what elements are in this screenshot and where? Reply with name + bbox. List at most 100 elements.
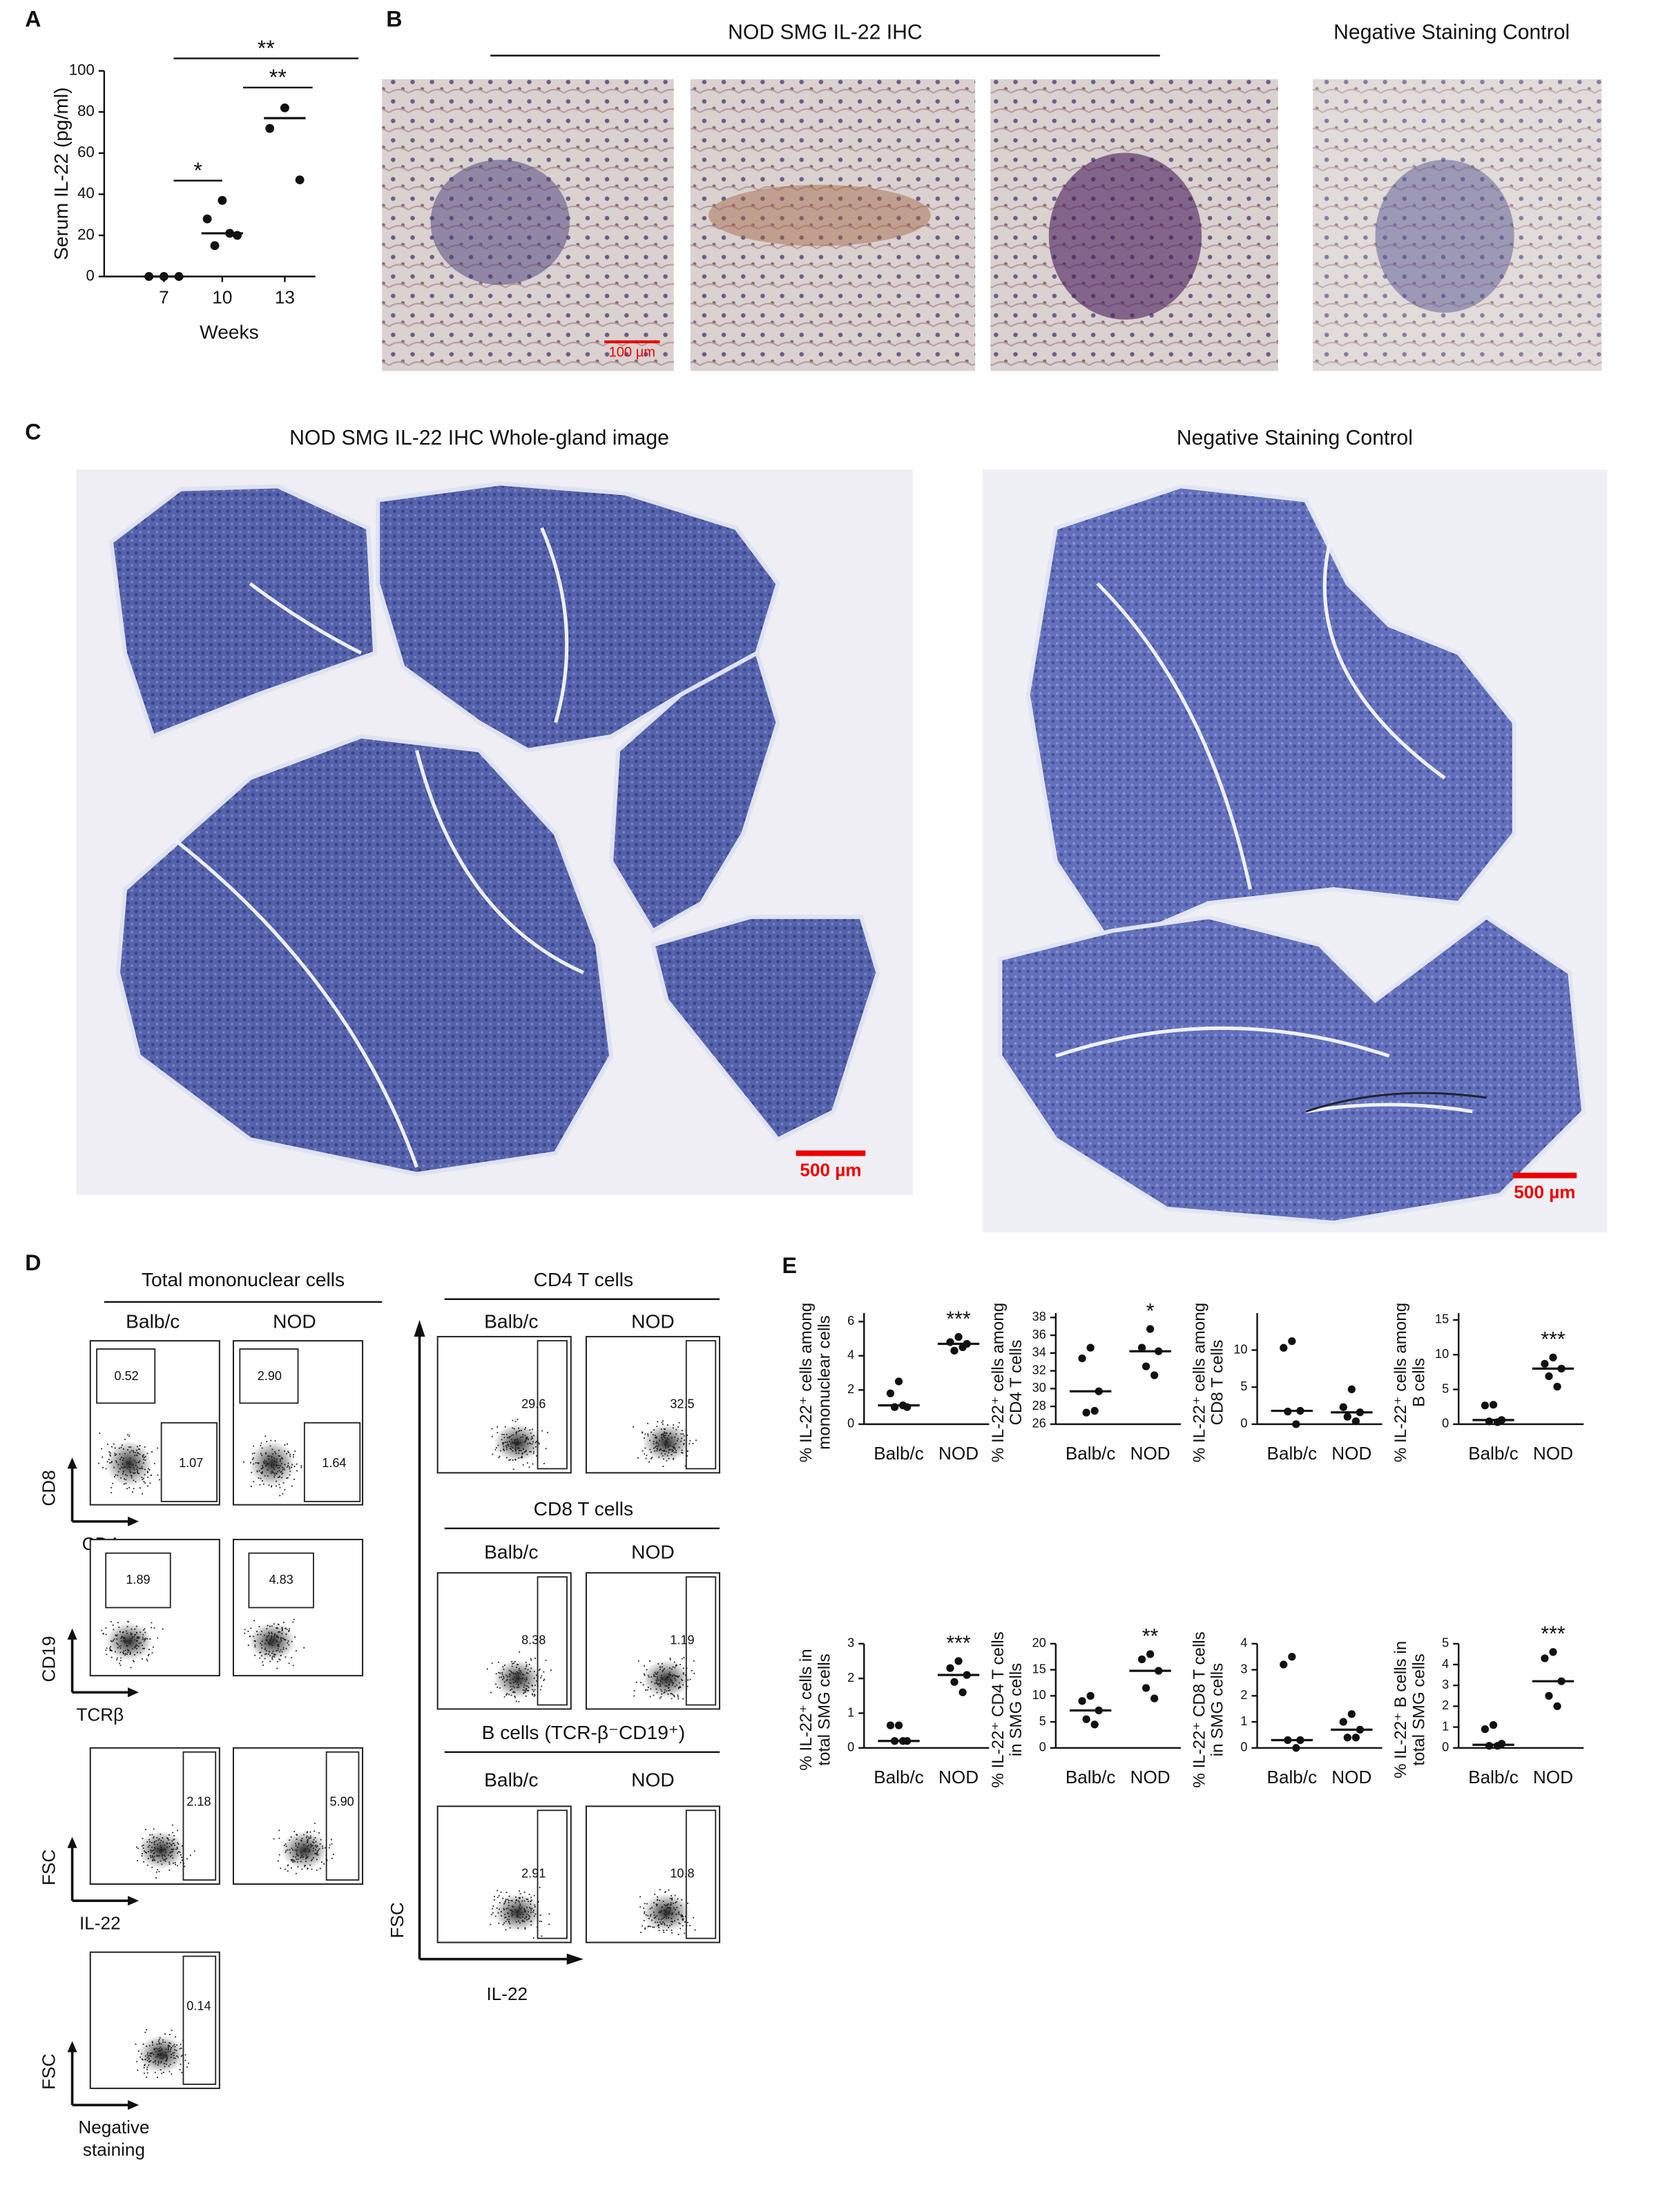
cell-event [505,1900,506,1902]
x-tick-label: Balb/c [1066,1767,1116,1787]
cell-event [135,1632,137,1634]
cell-event [281,1463,283,1464]
cell-event [273,1654,276,1656]
cell-event [503,1903,505,1905]
cell-event [129,1640,131,1642]
cell-event [673,1451,675,1453]
cell-event [539,1920,541,1922]
cell-event [661,1923,663,1925]
cell-event [164,1849,166,1850]
cell-event [267,1624,269,1627]
cell-event [174,2046,176,2048]
cell-event [664,1435,666,1437]
cell-event [656,1915,658,1917]
cell-event [115,1635,117,1637]
cell-event [142,2043,144,2045]
cell-event [168,1846,171,1847]
cell-event [657,1678,658,1680]
cell-event [309,1849,311,1851]
cell-event [142,1455,144,1457]
cell-event [508,1437,510,1439]
cell-event [111,1461,113,1463]
cell-event [274,1638,276,1640]
data-point [886,1721,895,1729]
cell-event [144,1457,145,1458]
cell-event [142,1838,144,1839]
cell-event [673,1907,675,1909]
x-tick-label: 10 [212,287,232,308]
cell-event [262,1461,264,1463]
cell-event [673,1457,675,1459]
cell-event [521,1900,523,1902]
cell-event [666,1433,668,1434]
cell-event [122,1467,124,1469]
y-tick-label: 0 [1240,1417,1247,1430]
cell-event [285,1656,287,1658]
cell-event [513,1662,514,1665]
cell-event [633,1426,635,1428]
cell-event [158,2055,160,2056]
cell-event [130,1667,132,1669]
cell-event [176,2055,177,2057]
cell-event [508,1676,510,1678]
cell-event [527,1438,529,1440]
cell-event [673,1444,675,1446]
cell-event [516,1443,518,1445]
cell-event [150,1856,152,1859]
cell-event [677,1696,679,1698]
cell-event [287,1870,289,1872]
cell-event [126,1475,128,1477]
cell-event [151,2041,153,2043]
cell-event [137,1469,139,1471]
cell-event [526,1437,528,1439]
cell-event [132,1660,134,1662]
cell-event [113,1640,114,1642]
cell-event [167,2049,169,2050]
cell-event [276,1465,278,1467]
cell-event [129,1652,131,1654]
cell-event [509,1682,511,1684]
cell-event [129,1653,131,1655]
cell-event [167,1838,168,1840]
cell-event [682,1684,684,1686]
cell-event [277,1647,279,1649]
cell-event [662,1455,664,1457]
cell-event [529,1671,531,1672]
data-point [1489,1720,1498,1729]
cell-event [269,1651,271,1653]
cell-event [106,1461,108,1463]
cell-event [649,1696,651,1698]
panel-b-images [382,55,1602,371]
arrow-head [128,1896,139,1906]
cell-event [157,2062,160,2064]
cell-event [119,1651,122,1653]
cell-event [269,1642,271,1645]
cell-event [164,2063,165,2064]
cell-event [269,1639,271,1641]
cell-event [655,1921,656,1923]
cell-event [653,1917,655,1919]
cell-event [153,1852,155,1854]
cell-event [645,1914,647,1916]
y-tick-label: 80 [77,102,95,119]
cell-event [173,2061,175,2064]
cell-event [680,1440,682,1442]
cell-event [678,1911,680,1913]
cell-event [681,1430,683,1431]
cell-event [176,1846,178,1848]
data-point [1280,1343,1288,1352]
cell-event [306,1832,308,1834]
cell-event [518,1450,520,1452]
cell-event [296,1834,298,1836]
cell-event [157,1855,159,1857]
cell-event [180,2044,182,2046]
cell-event [174,1862,176,1864]
cell-event [160,2053,162,2055]
cell-event [135,1454,137,1456]
cell-event [532,1689,534,1691]
cell-event [501,1439,503,1441]
cell-event [675,1901,677,1903]
data-point [1078,1697,1086,1705]
cell-event [512,1468,514,1471]
cell-event [144,2055,146,2057]
